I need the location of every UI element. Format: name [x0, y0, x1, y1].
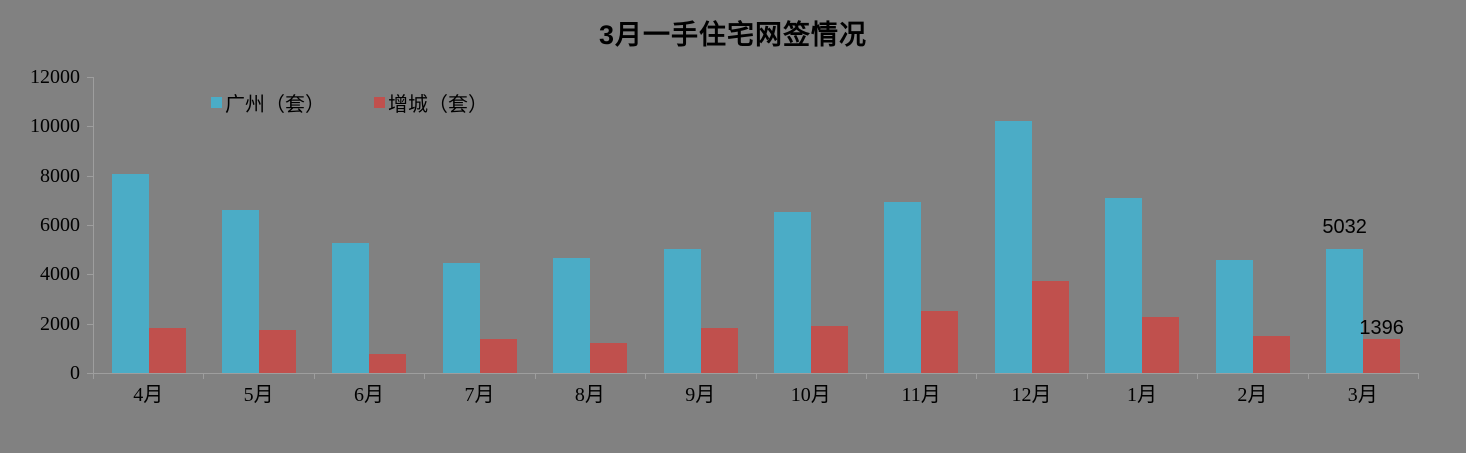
- x-axis-category-label: 10月: [790, 384, 831, 406]
- bar-guangzhou-6月: [332, 242, 370, 373]
- bar-zengcheng-3月: [1363, 338, 1401, 373]
- bar-zengcheng-5月: [258, 329, 296, 373]
- legend-label-zengcheng: 增城（套）: [388, 93, 488, 116]
- x-axis-tick: [203, 373, 205, 379]
- x-axis-category-label: 12月: [1011, 384, 1052, 406]
- bar-zengcheng-1月: [1142, 317, 1180, 373]
- y-axis-tick: [87, 373, 93, 374]
- bar-guangzhou-1月: [1105, 198, 1143, 373]
- legend-item-guangzhou[interactable]: 广州（套）: [211, 91, 325, 116]
- y-axis-tick-label: 10000: [30, 115, 80, 138]
- y-axis-tick: [87, 225, 93, 226]
- y-axis-tick-label: 6000: [40, 214, 80, 236]
- bar-guangzhou-10月: [774, 212, 811, 373]
- x-axis-category-label: 8月: [574, 384, 605, 406]
- y-axis-tick-label: 8000: [40, 164, 80, 187]
- bar-zengcheng-4月: [148, 327, 186, 373]
- x-axis-tick: [313, 373, 315, 379]
- x-axis-category-label: 11月: [901, 384, 941, 406]
- bar-guangzhou-12月: [994, 121, 1032, 373]
- x-axis-category-label: 6月: [354, 384, 385, 406]
- bar-zengcheng-9月: [700, 327, 738, 373]
- x-axis-tick: [865, 373, 867, 379]
- x-axis-tick: [93, 373, 94, 379]
- bar-guangzhou-9月: [663, 249, 701, 373]
- bar-zengcheng-12月: [1031, 280, 1069, 373]
- bar-guangzhou-7月: [442, 263, 480, 373]
- x-axis-tick: [976, 373, 978, 379]
- legend-swatch-guangzhou-icon: [211, 96, 222, 108]
- x-axis-category-label: 3月: [1347, 384, 1378, 406]
- x-axis-tick: [424, 373, 426, 379]
- y-axis-tick-label: 0: [70, 362, 80, 384]
- bar-guangzhou-11月: [884, 202, 922, 373]
- x-axis-category-label: 9月: [685, 384, 716, 406]
- bar-zengcheng-10月: [811, 326, 848, 373]
- bar-guangzhou-4月: [111, 174, 149, 373]
- x-axis-category-label: 7月: [464, 384, 495, 406]
- y-axis-tick-label: 2000: [40, 312, 80, 335]
- x-axis-category-label: 5月: [243, 384, 274, 406]
- y-axis-tick: [87, 175, 93, 177]
- y-axis-tick-label: 4000: [40, 263, 80, 286]
- x-axis-category-label: 1月: [1126, 384, 1157, 406]
- bar-zengcheng-11月: [921, 311, 959, 373]
- y-axis-tick: [87, 274, 93, 276]
- bar-zengcheng-8月: [590, 342, 628, 373]
- bar-data-label: 5032: [1322, 215, 1367, 238]
- x-axis-tick: [755, 373, 757, 379]
- legend-label-guangzhou: 广州（套）: [225, 93, 325, 116]
- bar-guangzhou-5月: [221, 210, 259, 373]
- y-axis-tick: [87, 77, 93, 78]
- x-axis-tick: [534, 373, 536, 379]
- bar-zengcheng-6月: [369, 354, 407, 373]
- y-axis-tick: [87, 323, 93, 325]
- y-axis-tick: [87, 126, 93, 128]
- x-axis-category-label: 4月: [133, 384, 164, 406]
- x-axis-tick: [1086, 373, 1088, 379]
- bar-data-label: 1396: [1359, 316, 1404, 339]
- bar-guangzhou-2月: [1215, 260, 1253, 373]
- x-axis-tick: [1307, 373, 1309, 379]
- chart-title: 3月一手住宅网签情况: [598, 20, 868, 50]
- bar-zengcheng-2月: [1252, 336, 1290, 373]
- x-axis-tick: [645, 373, 647, 379]
- bar-guangzhou-8月: [553, 258, 591, 373]
- y-axis-line: [93, 77, 94, 373]
- x-axis-tick: [1418, 373, 1419, 379]
- y-axis-tick-label: 12000: [30, 66, 80, 88]
- x-axis-category-label: 2月: [1237, 384, 1268, 406]
- legend-swatch-zengcheng-icon: [374, 96, 385, 108]
- bar-guangzhou-3月: [1326, 248, 1364, 373]
- bar-zengcheng-7月: [479, 339, 517, 373]
- x-axis-tick: [1197, 373, 1199, 379]
- legend-item-zengcheng[interactable]: 增城（套）: [374, 91, 488, 116]
